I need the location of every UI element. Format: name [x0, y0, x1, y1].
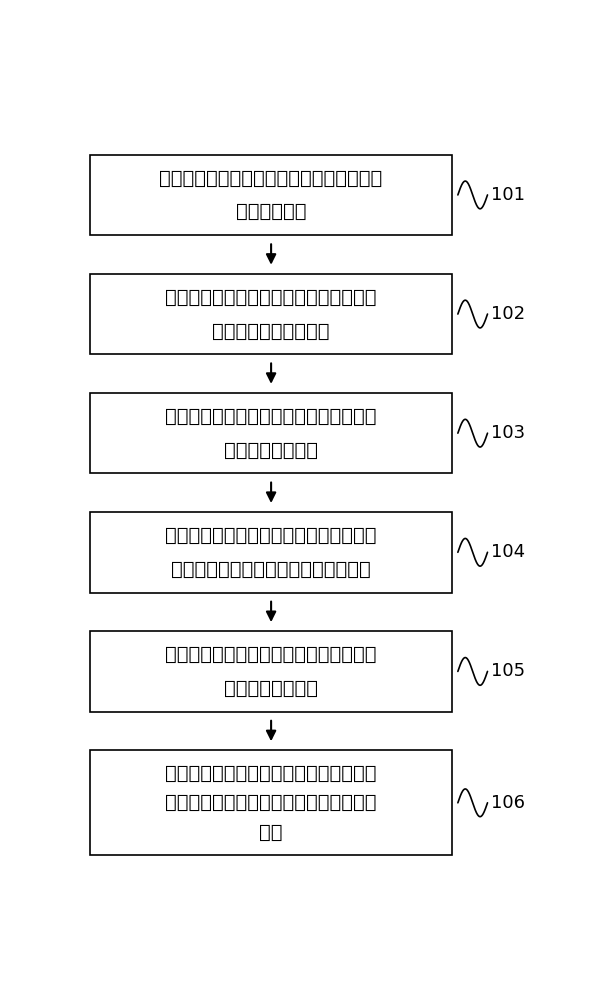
Bar — [90, 631, 452, 712]
Bar — [90, 512, 452, 593]
Text: 102: 102 — [491, 305, 525, 323]
Text: 根据灰度化瞬态声场图像进行处理计算，: 根据灰度化瞬态声场图像进行处理计算， — [165, 526, 377, 545]
Text: 104: 104 — [491, 543, 525, 561]
Text: 度化稳态声场图像: 度化稳态声场图像 — [224, 679, 318, 698]
Text: 场图像和稳态声场图像: 场图像和稳态声场图像 — [212, 321, 330, 340]
Bar — [90, 155, 452, 235]
Bar — [90, 750, 452, 855]
Text: 射产生光脉冲: 射产生光脉冲 — [236, 202, 307, 221]
Text: 采集辐射声场的应力大小和分布的瞬态声: 采集辐射声场的应力大小和分布的瞬态声 — [165, 288, 377, 307]
Text: 106: 106 — [491, 794, 525, 812]
Text: 101: 101 — [491, 186, 525, 204]
Bar — [90, 393, 452, 473]
Text: 105: 105 — [491, 662, 525, 680]
Text: 超声换能器声场的近场距离、指向性及扩: 超声换能器声场的近场距离、指向性及扩 — [165, 793, 377, 812]
Text: 将瞬态声场图像进行灰度化处理，得到灰: 将瞬态声场图像进行灰度化处理，得到灰 — [165, 407, 377, 426]
Text: 超声换能器在样品中产生辐射声场，光源发: 超声换能器在样品中产生辐射声场，光源发 — [160, 169, 383, 188]
Text: 得出超声换能器声场的波长和中心频率: 得出超声换能器声场的波长和中心频率 — [171, 560, 371, 579]
Bar — [90, 274, 452, 354]
Text: 散角: 散角 — [259, 823, 283, 842]
Text: 103: 103 — [491, 424, 525, 442]
Text: 根据灰度化稳态声场图像进行处理，得出: 根据灰度化稳态声场图像进行处理，得出 — [165, 764, 377, 783]
Text: 度化瞬态声场图像: 度化瞬态声场图像 — [224, 441, 318, 460]
Text: 将稳态声场图像进行灰度化处理，得到灰: 将稳态声场图像进行灰度化处理，得到灰 — [165, 645, 377, 664]
